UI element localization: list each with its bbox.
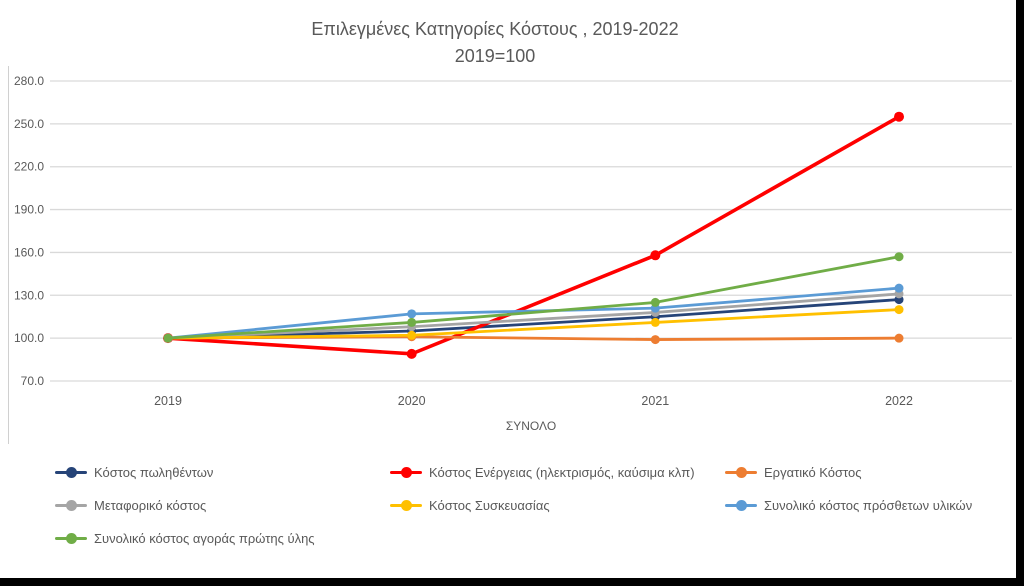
legend-line-marker-icon <box>390 499 422 511</box>
legend-item: Μεταφορικό κόστος <box>55 495 390 515</box>
legend-label: Συνολικό κόστος αγοράς πρώτης ύλης <box>94 530 315 546</box>
legend-line-marker-icon <box>390 466 422 478</box>
y-tick-label: 160.0 <box>14 245 44 259</box>
series-line <box>166 298 901 340</box>
series-marker <box>650 250 661 261</box>
legend-item: Κόστος Συσκευασίας <box>390 495 725 515</box>
series-marker <box>894 252 904 262</box>
chart-subtitle: 2019=100 <box>454 46 536 66</box>
series-marker <box>894 333 904 343</box>
series-line <box>166 255 901 340</box>
series-line <box>166 308 901 340</box>
x-axis-title: ΣΥΝΟΛΟ <box>506 419 556 433</box>
y-tick-label: 190.0 <box>14 203 44 217</box>
legend-label: Κόστος Συσκευασίας <box>429 497 550 513</box>
x-tick-label: 2022 <box>885 394 913 408</box>
y-tick-label: 280.0 <box>14 74 44 88</box>
legend-label: Κόστος Ενέργειας (ηλεκτρισμός, καύσιμα κ… <box>429 464 695 480</box>
series-marker <box>407 330 417 340</box>
legend-line-marker-icon <box>725 466 757 478</box>
series-marker <box>407 309 417 319</box>
series-marker <box>894 305 904 315</box>
chart-left-edge <box>8 66 9 444</box>
legend-line-marker-icon <box>55 466 87 478</box>
chart-title-block: Επιλεγμένες Κατηγορίες Κόστους , 2019-20… <box>60 16 930 70</box>
y-tick-label: 250.0 <box>14 117 44 131</box>
series-marker <box>894 283 904 293</box>
legend-item: Κόστος Ενέργειας (ηλεκτρισμός, καύσιμα κ… <box>390 462 725 482</box>
x-tick-label: 2019 <box>154 394 182 408</box>
y-tick-label: 70.0 <box>21 374 45 388</box>
legend-label: Μεταφορικό κόστος <box>94 497 207 513</box>
series-marker <box>163 333 173 343</box>
y-tick-label: 130.0 <box>14 288 44 302</box>
series-marker <box>407 317 417 327</box>
series-marker <box>650 317 660 327</box>
legend-label: Συνολικό κόστος πρόσθετων υλικών <box>764 497 973 513</box>
chart-title: Επιλεγμένες Κατηγορίες Κόστους , 2019-20… <box>311 19 679 39</box>
legend-label: Κόστος πωληθέντων <box>94 464 214 480</box>
plot-area: 70.0 100.0 130.0 160.0 190.0 220.0 250.0 280.0 2… <box>14 74 1012 433</box>
series-marker <box>650 297 660 307</box>
screenshot-bottom-border <box>0 578 1024 586</box>
series-marker <box>406 348 417 359</box>
legend-item: Συνολικό κόστος πρόσθετων υλικών <box>725 495 1000 515</box>
legend-item: Εργατικό Κόστος <box>725 462 1000 482</box>
series-marker <box>894 111 905 122</box>
series-line <box>166 292 901 340</box>
y-tick-label: 100.0 <box>14 331 44 345</box>
x-tick-label: 2021 <box>641 394 669 408</box>
legend-item: Συνολικό κόστος αγοράς πρώτης ύλης <box>55 528 390 548</box>
legend-item: Κόστος πωληθέντων <box>55 462 390 482</box>
series-line <box>166 114 901 356</box>
series-marker <box>650 335 660 345</box>
legend-line-marker-icon <box>55 532 87 544</box>
legend-line-marker-icon <box>725 499 757 511</box>
legend-line-marker-icon <box>55 499 87 511</box>
screenshot-right-border <box>1016 0 1024 586</box>
y-tick-label: 220.0 <box>14 160 44 174</box>
chart-legend: Κόστος πωληθέντων Κόστος Ενέργειας (ηλεκτ… <box>55 462 1000 548</box>
series-line <box>166 286 901 340</box>
legend-label: Εργατικό Κόστος <box>764 464 862 480</box>
x-tick-label: 2020 <box>398 394 426 408</box>
